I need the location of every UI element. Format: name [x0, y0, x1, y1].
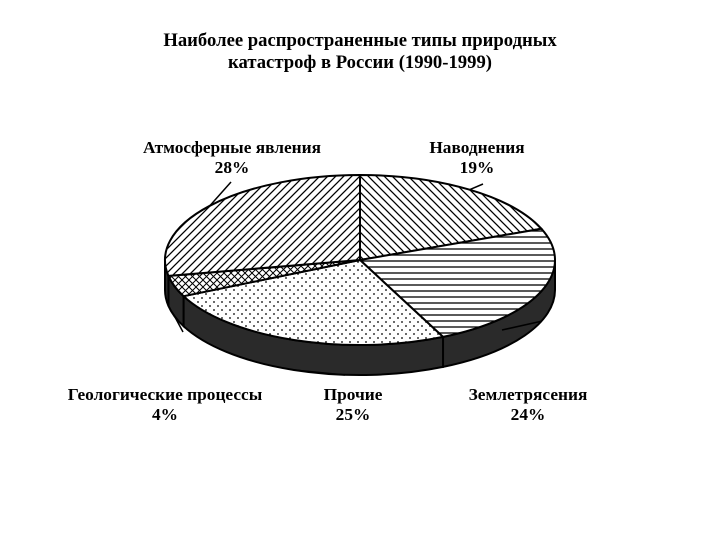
label-atmospheric: Атмосферные явления28% [122, 138, 342, 178]
pie-chart [0, 0, 720, 540]
leader-floods [470, 184, 483, 190]
label-text-other: Прочие [243, 385, 463, 405]
label-floods: Наводнения19% [367, 138, 587, 178]
pie-slice-atmospheric [165, 175, 360, 276]
label-other: Прочие25% [243, 385, 463, 425]
label-text-atmospheric: Атмосферные явления [122, 138, 342, 158]
label-text-floods: Наводнения [367, 138, 587, 158]
label-pct-other: 25% [243, 405, 463, 425]
label-pct-atmospheric: 28% [122, 158, 342, 178]
label-text-geological: Геологические процессы [55, 385, 275, 405]
label-geological: Геологические процессы4% [55, 385, 275, 425]
label-pct-floods: 19% [367, 158, 587, 178]
label-pct-geological: 4% [55, 405, 275, 425]
chart-stage: Наиболее распространенные типы природных… [0, 0, 720, 540]
